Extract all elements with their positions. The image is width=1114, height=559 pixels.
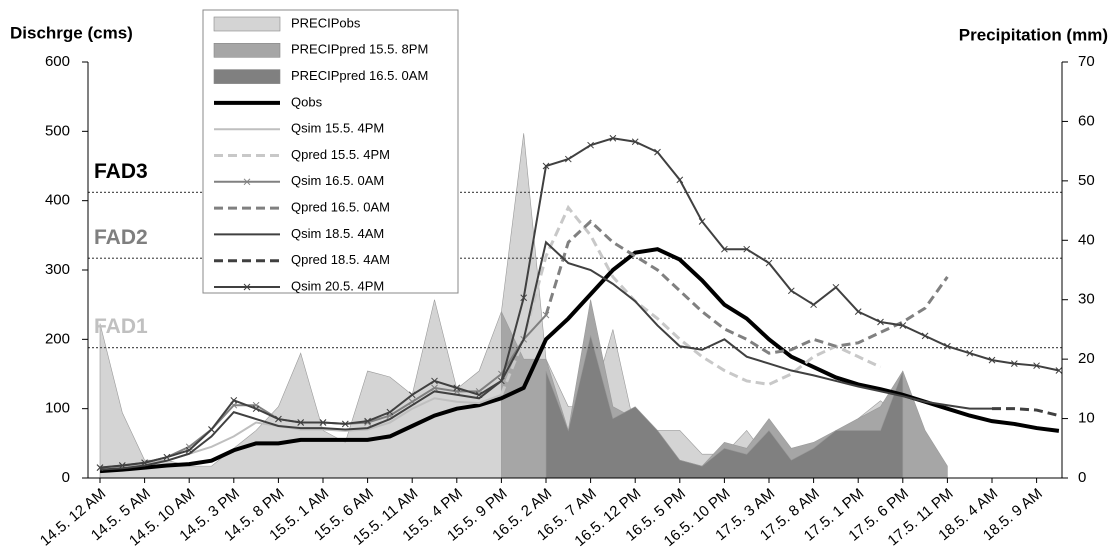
y-tick-label: 600 [45, 53, 70, 70]
y-tick-label: 0 [62, 469, 70, 486]
y2-tick-label: 10 [1078, 410, 1095, 427]
marker [966, 349, 974, 357]
legend-label: Qpred 16.5. 0AM [291, 200, 390, 215]
y-tick-label: 200 [45, 330, 70, 347]
y-axis-title: Dischrge (cms) [10, 23, 133, 42]
threshold-label: FAD1 [94, 315, 148, 338]
marker [408, 391, 416, 399]
discharge-line [99, 137, 1060, 469]
threshold-label: FAD2 [94, 226, 148, 249]
marker [654, 148, 661, 156]
marker [475, 391, 483, 399]
marker [721, 245, 728, 253]
discharge-line [99, 247, 1060, 474]
marker [609, 134, 617, 142]
y2-tick-label: 20 [1078, 350, 1095, 367]
legend-swatch [213, 42, 281, 58]
legend-label: Qsim 18.5. 4AM [291, 226, 384, 241]
marker [118, 462, 126, 469]
marker [453, 384, 461, 392]
marker [787, 287, 795, 295]
marker [341, 420, 349, 428]
marker [1010, 360, 1018, 367]
marker [698, 218, 706, 225]
marker [631, 138, 639, 146]
marker [252, 405, 260, 413]
discharge-line [99, 240, 992, 471]
marker [743, 245, 751, 253]
discharge-line [544, 219, 949, 355]
legend-marker [243, 178, 251, 186]
legend-label: PRECIPpred 16.5. 0AM [291, 68, 428, 83]
legend-label: Qpred 15.5. 4PM [291, 147, 390, 162]
marker [899, 322, 907, 329]
marker [185, 446, 193, 454]
y2-tick-label: 50 [1078, 172, 1095, 189]
legend-label: PRECIPobs [291, 15, 361, 30]
legend-marker [243, 283, 251, 291]
y-tick-label: 500 [45, 122, 70, 139]
marker [877, 318, 884, 326]
marker [431, 384, 438, 392]
legend-label: Qsim 15.5. 4PM [291, 121, 384, 136]
marker [564, 155, 572, 163]
legend-label: Qpred 18.5. 4AM [291, 252, 390, 267]
marker [944, 342, 951, 350]
marker [542, 162, 550, 170]
marker [208, 426, 215, 433]
legend-label: Qobs [291, 94, 323, 109]
marker [587, 141, 594, 149]
legend-label: Qsim 16.5. 0AM [291, 173, 384, 188]
marker [520, 294, 528, 302]
legend-label: Qsim 20.5. 4PM [291, 278, 384, 293]
marker [498, 377, 505, 385]
marker [676, 176, 684, 184]
marker [1055, 367, 1063, 374]
y2-axis-title: Precipitation (mm) [959, 25, 1108, 44]
marker [163, 453, 171, 461]
marker [988, 356, 996, 364]
marker [319, 419, 327, 426]
y2-tick-label: 60 [1078, 112, 1095, 129]
marker [297, 419, 305, 426]
marker [364, 417, 371, 425]
y2-tick-label: 30 [1078, 291, 1095, 308]
y2-tick-label: 70 [1078, 53, 1095, 70]
y-tick-label: 400 [45, 192, 70, 209]
threshold-label: FAD3 [94, 160, 148, 183]
marker [275, 415, 282, 423]
y2-tick-label: 40 [1078, 231, 1095, 248]
y-tick-label: 300 [45, 261, 70, 278]
marker [810, 301, 817, 309]
legend-swatch [213, 16, 281, 32]
y-tick-label: 100 [45, 400, 70, 417]
marker [96, 464, 104, 471]
discharge-line [500, 204, 882, 396]
legend: PRECIPobs PRECIPpred 15.5. 8PM PRECIPpred … [202, 9, 459, 294]
marker [230, 396, 238, 404]
legend-label: PRECIPpred 15.5. 8PM [291, 42, 428, 57]
discharge-line [992, 407, 1060, 418]
marker [386, 408, 394, 416]
marker [921, 332, 929, 340]
marker [141, 459, 148, 467]
marker [854, 308, 862, 315]
y2-tick-label: 0 [1078, 469, 1086, 486]
marker [765, 259, 773, 267]
marker [832, 283, 840, 291]
marker [1033, 362, 1040, 370]
legend-swatch [213, 69, 281, 84]
marker [431, 377, 438, 385]
precip-area [545, 335, 904, 479]
